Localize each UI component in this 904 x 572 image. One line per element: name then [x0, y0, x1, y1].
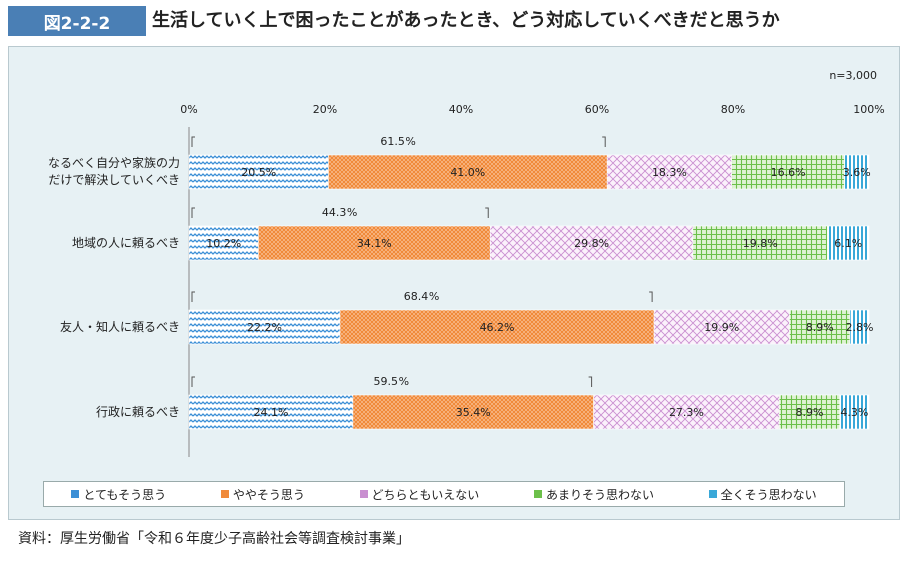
bracket-total-label: 59.5 — [374, 375, 399, 388]
legend-label: とてもそう思う — [83, 487, 167, 502]
data-label: 20.5% — [241, 166, 276, 179]
x-tick-label: 100% — [853, 103, 884, 116]
sample-size-note: n=3,000 — [829, 69, 877, 82]
bracket-unit: % — [399, 375, 409, 388]
data-label: 18.3% — [652, 166, 687, 179]
legend-item: どちらともいえない — [359, 486, 480, 503]
category-label: なるべく自分や家族の力 だけで解決していくべき — [15, 155, 180, 189]
bar-segment — [731, 154, 845, 190]
chart-legend: とてもそう思う ややそう思う どちらともいえない あまりそう思わない 全くそう思わない — [43, 481, 845, 507]
data-label: 19.8% — [743, 237, 778, 250]
bar-segment — [188, 154, 329, 190]
chart-panel: n=3,000 なるべく自分や家族の力 だけで解決していくべき地域の人に頼るべき友… — [8, 46, 900, 520]
bar-segment — [188, 394, 354, 430]
data-label: 41.0% — [450, 166, 485, 179]
bar-segment — [593, 394, 780, 430]
category-label-line: 地域の人に頼るべき — [71, 235, 180, 250]
data-label: 35.4% — [456, 406, 491, 419]
bracket-right — [485, 207, 489, 218]
legend-label: ややそう思う — [232, 487, 305, 502]
data-label: 24.1% — [253, 406, 288, 419]
legend-swatch — [359, 490, 368, 498]
bar-segment — [778, 394, 841, 430]
data-label: 46.2% — [480, 321, 515, 334]
data-label: 22.2% — [247, 321, 282, 334]
bar-segment — [653, 309, 790, 345]
bar-segment — [789, 309, 851, 345]
bracket-unit: % — [405, 135, 415, 148]
bracket-left — [191, 136, 195, 147]
legend-item: とてもそう思う — [71, 486, 166, 503]
data-label: 27.3% — [669, 406, 704, 419]
legend-item: あまりそう思わない — [533, 486, 654, 503]
legend-swatch — [71, 490, 80, 498]
data-label: 19.9% — [704, 321, 739, 334]
bracket-left — [191, 207, 195, 218]
bar-segment — [258, 225, 491, 261]
bracket-right — [588, 376, 593, 387]
bracket-left — [191, 376, 195, 387]
bar-segment — [339, 309, 655, 345]
data-label: 29.8% — [574, 237, 609, 250]
category-label-line: 行政に頼るべき — [95, 404, 180, 419]
x-tick-label: 0% — [180, 103, 197, 116]
category-label-line: だけで解決していくべき — [48, 173, 180, 187]
bar-segment — [692, 225, 828, 261]
legend-item: 全くそう思わない — [708, 486, 817, 503]
category-label: 地域の人に頼るべき — [15, 235, 180, 252]
x-tick-label: 20% — [313, 103, 337, 116]
bracket-right — [649, 291, 653, 302]
bar-segment — [328, 154, 608, 190]
data-label: 4.3% — [840, 406, 868, 419]
source-note: 資料：厚生労働省「令和６年度少子高齢社会等調査検討事業」 — [18, 531, 410, 547]
bracket-total-label: 68.4 — [404, 290, 429, 303]
bar-segment — [606, 154, 732, 190]
bracket-unit: % — [429, 290, 439, 303]
data-label: 10.2% — [206, 237, 241, 250]
x-tick-label: 80% — [721, 103, 745, 116]
bar-segment — [827, 225, 870, 261]
bar-segment — [844, 154, 870, 190]
bar-segment — [188, 309, 341, 345]
legend-label: どちらともいえない — [371, 487, 480, 502]
bracket-left — [191, 291, 195, 302]
x-tick-label: 60% — [585, 103, 609, 116]
stacked-bar-chart: 0% 20% 40% 60% 80% 100% 20.5% 41.0% 18.3% 16.6% 3.… — [180, 103, 885, 457]
category-label: 友人・知人に頼るべき — [15, 319, 180, 336]
legend-swatch — [708, 490, 717, 498]
data-label: 16.6% — [771, 166, 806, 179]
bracket-total-label: 61.5 — [380, 135, 405, 148]
bar-segment — [839, 394, 870, 430]
data-label: 8.9% — [796, 406, 824, 419]
data-label: 8.9% — [806, 321, 834, 334]
bracket-unit: % — [347, 206, 357, 219]
legend-label: 全くそう思わない — [720, 487, 817, 502]
bracket-total-label: 44.3 — [322, 206, 347, 219]
figure-header: 図2-2-2 生活していく上で困ったことがあったとき、どう対応していくべきだと思… — [0, 0, 904, 42]
bar-segment — [188, 225, 259, 261]
data-label: 3.6% — [843, 166, 871, 179]
x-tick-label: 40% — [449, 103, 473, 116]
bar-segment — [352, 394, 594, 430]
data-label: 2.8% — [846, 321, 874, 334]
data-label: 34.1% — [357, 237, 392, 250]
legend-label: あまりそう思わない — [545, 487, 654, 502]
figure-label: 図2-2-2 — [8, 6, 146, 36]
legend-swatch — [533, 490, 542, 498]
category-label: 行政に頼るべき — [15, 404, 180, 421]
data-label: 6.1% — [834, 237, 862, 250]
bracket-right — [602, 136, 606, 147]
figure-title: 生活していく上で困ったことがあったとき、どう対応していくべきだと思うか — [152, 10, 780, 31]
category-label-line: なるべく自分や家族の力 — [47, 156, 180, 170]
legend-item: ややそう思う — [220, 486, 305, 503]
legend-swatch — [220, 490, 229, 498]
category-label-line: 友人・知人に頼るべき — [59, 319, 180, 334]
bar-segment — [849, 309, 870, 345]
